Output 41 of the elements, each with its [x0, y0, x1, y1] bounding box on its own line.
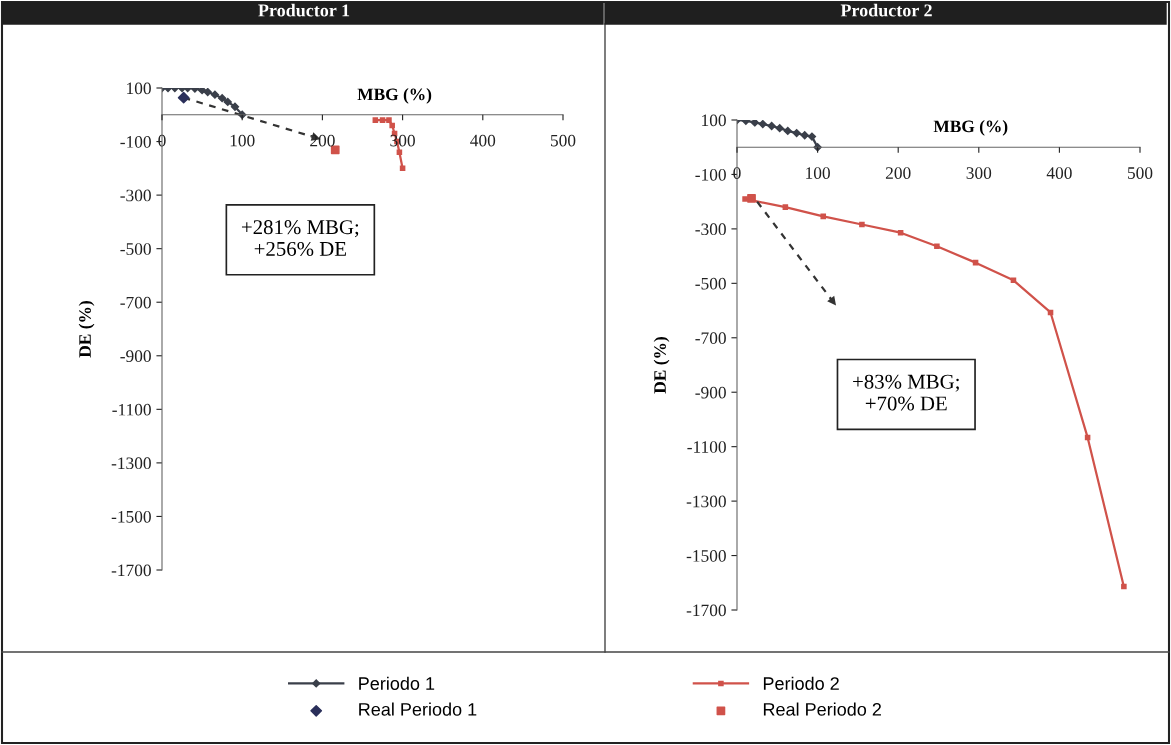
y-tick-label: -100: [695, 168, 726, 181]
x-tick-label: 300: [966, 167, 992, 179]
y-tick-label: -1500: [686, 550, 726, 562]
x-tick-label: 500: [1127, 167, 1153, 179]
x-tick-label: 100: [806, 167, 830, 179]
chart-title: Productor 1: [258, 3, 350, 17]
y-tick-label: -1700: [111, 564, 151, 577]
y-tick-label: -700: [120, 296, 151, 309]
annotation: +83% MBG; +70% DE: [853, 374, 959, 411]
y-axis-title: DE (%): [78, 301, 95, 358]
y-axis-title: DE (%): [653, 337, 670, 394]
y-tick-label: -1500: [111, 510, 151, 523]
legend-label: Real Periodo 1: [359, 702, 477, 716]
y-tick-label: -1300: [111, 457, 151, 470]
y-tick-label: -300: [120, 189, 151, 202]
y-tick-label: -1700: [686, 604, 726, 617]
y-tick-label: 100: [702, 114, 726, 127]
x-tick-label: 200: [310, 134, 335, 147]
y-tick-label: 100: [127, 82, 151, 95]
legend-label: Real Periodo 2: [763, 702, 881, 716]
y-tick-label: -500: [120, 243, 151, 255]
y-tick-label: -100: [120, 136, 151, 148]
chart-title: Productor 2: [840, 3, 932, 17]
x-tick-label: 500: [550, 134, 576, 147]
y-tick-label: -900: [695, 386, 726, 399]
y-tick-label: -500: [695, 277, 726, 290]
x-axis-title: MBG (%): [357, 88, 432, 104]
y-tick-label: -300: [695, 223, 726, 236]
x-tick-label: 100: [230, 134, 255, 147]
legend-label: Periodo 1: [359, 676, 435, 690]
annotation: +281% MBG; +256% DE: [241, 220, 359, 257]
y-tick-label: -1100: [687, 441, 726, 453]
y-tick-label: -700: [695, 332, 726, 344]
legend-label: Periodo 2: [763, 676, 839, 690]
x-tick-label: 400: [1046, 167, 1072, 179]
y-tick-label: -1300: [686, 495, 726, 508]
y-tick-label: -1100: [112, 403, 151, 416]
x-axis-title: MBG (%): [933, 120, 1008, 136]
x-tick-label: 200: [885, 167, 911, 179]
y-tick-label: -900: [120, 350, 151, 362]
x-tick-label: 400: [470, 134, 496, 147]
